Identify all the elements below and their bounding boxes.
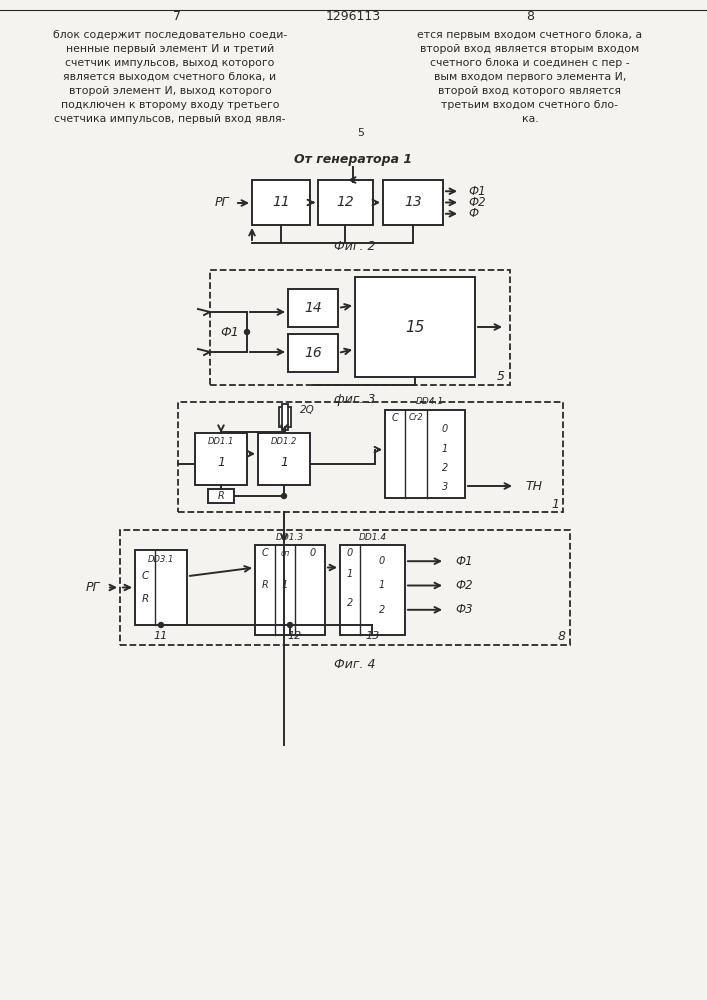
Text: подключен к второму входу третьего: подключен к второму входу третьего bbox=[61, 100, 279, 110]
Text: 11: 11 bbox=[154, 631, 168, 641]
Bar bbox=[258, 433, 310, 485]
Bar bbox=[279, 407, 291, 427]
Text: второй элемент И, выход которого: второй элемент И, выход которого bbox=[69, 86, 271, 96]
Text: 5: 5 bbox=[358, 128, 365, 138]
Bar bbox=[385, 410, 465, 498]
Bar bbox=[288, 334, 338, 372]
Text: 7: 7 bbox=[173, 10, 181, 23]
Bar bbox=[383, 180, 443, 225]
Circle shape bbox=[288, 622, 293, 628]
Text: Ф3: Ф3 bbox=[455, 603, 472, 616]
Text: R: R bbox=[218, 491, 224, 501]
Text: 1: 1 bbox=[347, 569, 353, 579]
Text: 15: 15 bbox=[405, 320, 425, 334]
Text: 2: 2 bbox=[379, 605, 385, 615]
Bar bbox=[120, 530, 570, 645]
Text: блок содержит последовательно соеди-: блок содержит последовательно соеди- bbox=[53, 30, 287, 40]
Text: 3: 3 bbox=[442, 482, 448, 492]
Text: сп: сп bbox=[281, 548, 290, 558]
Text: вым входом первого элемента И,: вым входом первого элемента И, bbox=[434, 72, 626, 82]
Text: 12: 12 bbox=[288, 631, 302, 641]
Text: Cr2: Cr2 bbox=[409, 414, 423, 422]
Text: Фиг. 4: Фиг. 4 bbox=[334, 658, 375, 672]
Text: Ф1: Ф1 bbox=[455, 555, 472, 568]
Text: DD1.4: DD1.4 bbox=[358, 532, 387, 542]
Text: 1: 1 bbox=[442, 444, 448, 454]
Circle shape bbox=[158, 622, 163, 628]
Text: 2: 2 bbox=[442, 463, 448, 473]
Text: ка.: ка. bbox=[522, 114, 538, 124]
Text: 0: 0 bbox=[347, 548, 353, 558]
Text: C: C bbox=[392, 413, 398, 423]
Bar bbox=[135, 550, 187, 625]
Text: второй вход которого является: второй вход которого является bbox=[438, 86, 621, 96]
Text: От генератора 1: От генератора 1 bbox=[294, 153, 412, 166]
Bar bbox=[252, 180, 310, 225]
Bar bbox=[288, 289, 338, 327]
Text: 1: 1 bbox=[379, 580, 385, 590]
Bar bbox=[178, 402, 563, 512]
Text: C: C bbox=[141, 571, 148, 581]
Text: 11: 11 bbox=[272, 196, 290, 210]
Text: третьим входом счетного бло-: третьим входом счетного бло- bbox=[441, 100, 619, 110]
Text: 1: 1 bbox=[217, 456, 225, 468]
Circle shape bbox=[281, 493, 286, 498]
Bar bbox=[255, 545, 325, 635]
Text: счетного блока и соединен с пер -: счетного блока и соединен с пер - bbox=[430, 58, 630, 68]
Text: 1: 1 bbox=[280, 456, 288, 468]
Text: 12: 12 bbox=[337, 196, 354, 210]
Text: 0: 0 bbox=[310, 548, 316, 558]
Bar bbox=[282, 404, 288, 430]
Text: 16: 16 bbox=[304, 346, 322, 360]
Bar bbox=[318, 180, 373, 225]
Circle shape bbox=[245, 330, 250, 334]
Text: фиг. 3: фиг. 3 bbox=[334, 393, 375, 406]
Text: 8: 8 bbox=[526, 10, 534, 23]
Text: 5: 5 bbox=[497, 370, 505, 383]
Text: 13: 13 bbox=[366, 631, 380, 641]
Text: Фиг. 2: Фиг. 2 bbox=[334, 240, 375, 253]
Text: R: R bbox=[262, 580, 269, 590]
Text: 1: 1 bbox=[551, 497, 559, 510]
Text: 2: 2 bbox=[347, 598, 353, 608]
Text: DD4.1: DD4.1 bbox=[416, 397, 444, 406]
Bar bbox=[340, 545, 405, 635]
Text: DD1.3: DD1.3 bbox=[276, 532, 304, 542]
Text: C: C bbox=[262, 548, 269, 558]
Text: 14: 14 bbox=[304, 301, 322, 315]
Bar bbox=[208, 489, 234, 503]
Text: Ф1: Ф1 bbox=[221, 326, 240, 338]
Text: 0: 0 bbox=[442, 424, 448, 434]
Text: DD3.1: DD3.1 bbox=[148, 554, 174, 564]
Text: 2Q: 2Q bbox=[300, 405, 315, 415]
Text: Ф2: Ф2 bbox=[455, 579, 472, 592]
Text: DD1.1: DD1.1 bbox=[208, 438, 234, 446]
Text: второй вход является вторым входом: второй вход является вторым входом bbox=[421, 44, 640, 54]
Text: 1296113: 1296113 bbox=[325, 10, 380, 23]
Text: Ф2: Ф2 bbox=[468, 196, 486, 209]
Text: DD1.2: DD1.2 bbox=[271, 438, 297, 446]
Text: R: R bbox=[141, 594, 148, 604]
Text: 8: 8 bbox=[558, 631, 566, 644]
Text: ненные первый элемент И и третий: ненные первый элемент И и третий bbox=[66, 44, 274, 54]
Text: счетчик импульсов, выход которого: счетчик импульсов, выход которого bbox=[65, 58, 275, 68]
Text: Ф1: Ф1 bbox=[468, 185, 486, 198]
Text: Ф: Ф bbox=[468, 207, 478, 220]
Bar bbox=[355, 277, 475, 377]
Text: РГ: РГ bbox=[215, 196, 229, 210]
Text: ТН: ТН bbox=[525, 480, 542, 492]
Text: 1: 1 bbox=[282, 580, 288, 590]
Text: 0: 0 bbox=[379, 556, 385, 566]
Text: 13: 13 bbox=[404, 196, 422, 210]
Bar bbox=[195, 433, 247, 485]
Text: РГ: РГ bbox=[86, 581, 100, 594]
Bar bbox=[210, 270, 510, 385]
Text: является выходом счетного блока, и: является выходом счетного блока, и bbox=[64, 72, 276, 82]
Text: ется первым входом счетного блока, а: ется первым входом счетного блока, а bbox=[417, 30, 643, 40]
Text: счетчика импульсов, первый вход явля-: счетчика импульсов, первый вход явля- bbox=[54, 114, 286, 124]
